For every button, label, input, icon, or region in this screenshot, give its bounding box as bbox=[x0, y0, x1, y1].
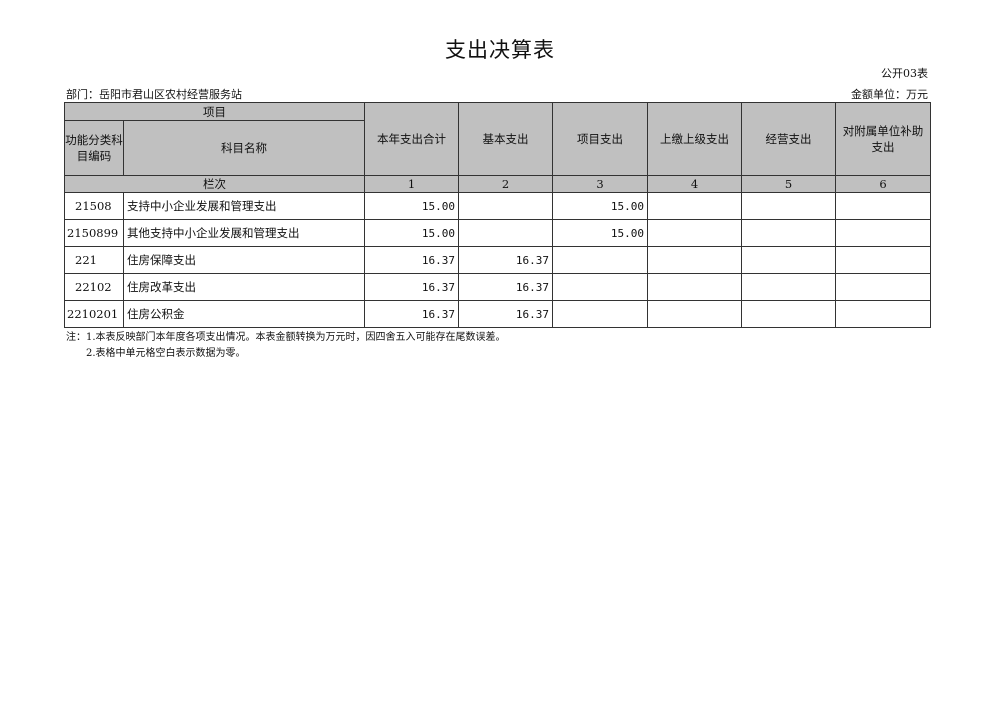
row-name: 住房改革支出 bbox=[123, 273, 365, 301]
row-value: 16.37 bbox=[364, 246, 459, 274]
notes: 注：1.本表反映部门本年度各项支出情况。本表金额转换为万元时，因四舍五入可能存在… bbox=[66, 330, 506, 362]
header-project: 项目 bbox=[64, 102, 365, 121]
header-col-5: 经营支出 bbox=[741, 102, 836, 176]
unit-label: 金额单位：万元 bbox=[851, 88, 928, 101]
row-value bbox=[741, 219, 836, 247]
note-2: 2.表格中单元格空白表示数据为零。 bbox=[86, 348, 246, 359]
expenditure-table: 项目 本年支出合计 基本支出 项目支出 上缴上级支出 经营支出 对附属单位补助支… bbox=[64, 102, 931, 328]
row-value bbox=[835, 246, 931, 274]
row-value bbox=[647, 300, 742, 328]
col-number: 4 bbox=[647, 175, 742, 193]
row-value bbox=[552, 300, 648, 328]
row-value: 15.00 bbox=[364, 192, 459, 220]
department-label: 部门：岳阳市君山区农村经营服务站 bbox=[66, 88, 242, 101]
table-row: 21508 支持中小企业发展和管理支出 15.00 15.00 bbox=[64, 192, 931, 220]
row-code: 2150899 bbox=[64, 219, 124, 247]
row-value bbox=[647, 246, 742, 274]
row-value: 15.00 bbox=[552, 219, 648, 247]
row-value bbox=[741, 273, 836, 301]
col-number: 5 bbox=[741, 175, 836, 193]
row-value: 16.37 bbox=[458, 246, 553, 274]
row-code: 2210201 bbox=[64, 300, 124, 328]
row-value: 15.00 bbox=[364, 219, 459, 247]
header-name: 科目名称 bbox=[123, 120, 365, 176]
row-value bbox=[835, 300, 931, 328]
row-value bbox=[647, 192, 742, 220]
row-name: 支持中小企业发展和管理支出 bbox=[123, 192, 365, 220]
table-row: 2210201 住房公积金 16.37 16.37 bbox=[64, 300, 931, 328]
row-value bbox=[458, 192, 553, 220]
header-col-3: 项目支出 bbox=[552, 102, 648, 176]
header-row-label: 栏次 bbox=[64, 175, 365, 193]
page-title: 支出决算表 bbox=[445, 38, 555, 62]
row-name: 住房保障支出 bbox=[123, 246, 365, 274]
note-1: 注：1.本表反映部门本年度各项支出情况。本表金额转换为万元时，因四舍五入可能存在… bbox=[66, 332, 506, 343]
row-name: 住房公积金 bbox=[123, 300, 365, 328]
row-code: 21508 bbox=[64, 192, 124, 220]
row-value bbox=[741, 300, 836, 328]
header-col-1: 本年支出合计 bbox=[364, 102, 459, 176]
header-col-2: 基本支出 bbox=[458, 102, 553, 176]
row-value bbox=[552, 246, 648, 274]
row-value: 15.00 bbox=[552, 192, 648, 220]
header-col-6: 对附属单位补助支出 bbox=[835, 102, 931, 176]
row-value bbox=[647, 219, 742, 247]
row-value: 16.37 bbox=[458, 273, 553, 301]
row-code: 221 bbox=[64, 246, 124, 274]
col-number: 6 bbox=[835, 175, 931, 193]
row-value: 16.37 bbox=[364, 273, 459, 301]
row-value bbox=[835, 273, 931, 301]
header-code: 功能分类科目编码 bbox=[64, 120, 124, 176]
form-number: 公开03表 bbox=[881, 67, 928, 80]
col-number: 1 bbox=[364, 175, 459, 193]
row-value bbox=[647, 273, 742, 301]
col-number: 3 bbox=[552, 175, 648, 193]
row-value bbox=[741, 246, 836, 274]
table-row: 2150899 其他支持中小企业发展和管理支出 15.00 15.00 bbox=[64, 219, 931, 247]
row-value bbox=[458, 219, 553, 247]
table-row: 221 住房保障支出 16.37 16.37 bbox=[64, 246, 931, 274]
row-value bbox=[835, 192, 931, 220]
row-value bbox=[552, 273, 648, 301]
row-value: 16.37 bbox=[364, 300, 459, 328]
row-value bbox=[741, 192, 836, 220]
row-code: 22102 bbox=[64, 273, 124, 301]
header-col-4: 上缴上级支出 bbox=[647, 102, 742, 176]
row-name: 其他支持中小企业发展和管理支出 bbox=[123, 219, 365, 247]
col-number: 2 bbox=[458, 175, 553, 193]
row-value: 16.37 bbox=[458, 300, 553, 328]
row-value bbox=[835, 219, 931, 247]
table-row: 22102 住房改革支出 16.37 16.37 bbox=[64, 273, 931, 301]
